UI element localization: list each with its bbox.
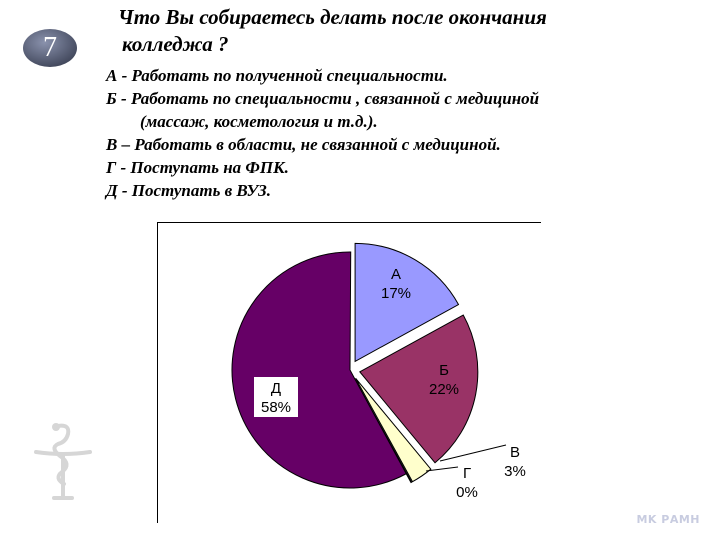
option-g-text: Г - Поступать на ФПК.: [106, 158, 289, 177]
footer-label: MK РАМН: [636, 513, 700, 526]
slice-category-label-3: В: [510, 444, 520, 461]
slice-category-label-2: Б: [439, 362, 449, 379]
option-v-text: В – Работать в области, не связанной с м…: [106, 135, 501, 154]
slice-category-label-4: Г: [463, 465, 471, 482]
slice-category-label-5: Д: [271, 380, 281, 397]
option-a: А - Работать по полученной специальности…: [106, 64, 706, 87]
slice-label-background-5: [254, 377, 298, 417]
slice-category-label-1: А: [391, 266, 401, 283]
option-g: Г - Поступать на ФПК.: [106, 156, 706, 179]
badge-shape: [23, 29, 77, 67]
caduceus-icon: [34, 423, 92, 500]
option-a-text: А - Работать по полученной специальности…: [106, 66, 448, 85]
pie-chart: А 17% Б 22% В 3% Г 0% Д 58%: [231, 242, 526, 501]
option-d: Д - Поступать в ВУЗ.: [106, 179, 706, 202]
pie-slice-1: [354, 242, 460, 363]
option-b-text: Б - Работать по специальности , связанно…: [106, 89, 540, 108]
option-v: В – Работать в области, не связанной с м…: [106, 133, 706, 156]
option-d-text: Д - Поступать в ВУЗ.: [106, 181, 272, 200]
option-b-continuation: (массаж, косметология и т.д.).: [140, 112, 378, 131]
question-line-2: колледжа ?: [122, 32, 229, 56]
slice-value-label-2: 22%: [429, 381, 459, 398]
option-b: Б - Работать по специальности , связанно…: [106, 87, 706, 133]
chart-area: А 17% Б 22% В 3% Г 0% Д 58%: [157, 222, 541, 523]
leader-line-3: [439, 444, 507, 462]
question-title: Что Вы собираетесь делать после окончани…: [118, 4, 678, 58]
slice-value-label-4: 0%: [456, 484, 478, 501]
leader-line-4: [425, 466, 459, 472]
pie-slice-3: [355, 377, 432, 483]
slide-number-badge: 7: [22, 28, 78, 68]
slice-value-label-5: 58%: [261, 399, 291, 416]
slice-value-label-1: 17%: [381, 285, 411, 302]
slice-value-label-3: 3%: [504, 463, 526, 480]
pie-slice-2: [359, 314, 479, 464]
slide-number: 7: [43, 32, 57, 63]
answer-options: А - Работать по полученной специальности…: [106, 64, 706, 202]
pie-slice-5: [231, 251, 407, 489]
question-line-1: Что Вы собираетесь делать после окончани…: [118, 5, 547, 29]
